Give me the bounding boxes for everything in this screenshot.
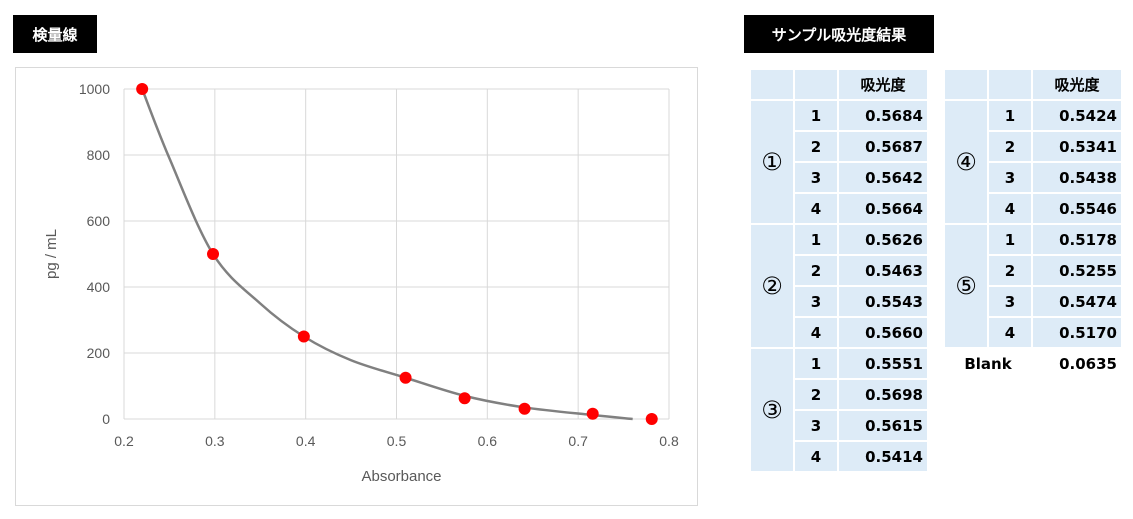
replicate-number: 1 bbox=[795, 225, 837, 254]
replicate-number: 3 bbox=[795, 287, 837, 316]
y-axis-label: pg / mL bbox=[43, 229, 60, 279]
data-point bbox=[586, 407, 599, 420]
calibration-chart: 0 200 400 600 800 1000 0.2 0.3 0.4 0.5 0.6 0.7 0.8 Ab… bbox=[43, 81, 679, 485]
replicate-number: 3 bbox=[795, 163, 837, 192]
table-header-absorbance: 吸光度 bbox=[839, 70, 927, 99]
absorbance-value: 0.5543 bbox=[839, 287, 927, 316]
blank-value: 0.0635 bbox=[1059, 354, 1117, 373]
absorbance-value: 0.5546 bbox=[1033, 194, 1121, 223]
absorbance-value: 0.5684 bbox=[839, 101, 927, 130]
absorbance-value: 0.5660 bbox=[839, 318, 927, 347]
y-tick-label: 1000 bbox=[79, 81, 110, 97]
replicate-number: 1 bbox=[795, 349, 837, 378]
y-tick-label: 200 bbox=[87, 345, 111, 361]
replicate-number: 2 bbox=[795, 256, 837, 285]
y-tick-label: 600 bbox=[87, 213, 111, 229]
sample-group-label: ③ bbox=[751, 349, 793, 471]
blank-label: Blank bbox=[964, 354, 1012, 373]
chart-title-label: 検量線 bbox=[13, 15, 97, 53]
replicate-number: 4 bbox=[989, 194, 1031, 223]
absorbance-value: 0.5424 bbox=[1033, 101, 1121, 130]
absorbance-value: 0.5664 bbox=[839, 194, 927, 223]
replicate-number: 1 bbox=[989, 101, 1031, 130]
replicate-number: 1 bbox=[989, 225, 1031, 254]
absorbance-value: 0.5626 bbox=[839, 225, 927, 254]
data-point bbox=[399, 371, 412, 384]
table-header-absorbance: 吸光度 bbox=[1033, 70, 1121, 99]
chart-frame: 0 200 400 600 800 1000 0.2 0.3 0.4 0.5 0.6 0.7 0.8 Ab… bbox=[15, 67, 698, 506]
table-header-corner bbox=[751, 70, 793, 99]
x-axis-label: Absorbance bbox=[361, 468, 441, 485]
y-tick-label: 0 bbox=[102, 411, 110, 427]
absorbance-value: 0.5698 bbox=[839, 380, 927, 409]
absorbance-value: 0.5642 bbox=[839, 163, 927, 192]
data-point bbox=[458, 392, 471, 405]
y-tick-label: 800 bbox=[87, 147, 111, 163]
data-point bbox=[136, 83, 149, 95]
sample-group-label: ⑤ bbox=[945, 225, 987, 347]
replicate-number: 3 bbox=[989, 287, 1031, 316]
absorbance-value: 0.5463 bbox=[839, 256, 927, 285]
data-point bbox=[207, 248, 220, 260]
replicate-number: 2 bbox=[989, 256, 1031, 285]
data-point bbox=[518, 402, 531, 415]
x-tick-label: 0.7 bbox=[568, 433, 588, 449]
absorbance-value: 0.5438 bbox=[1033, 163, 1121, 192]
sample-group-label: ① bbox=[751, 101, 793, 223]
replicate-number: 2 bbox=[795, 380, 837, 409]
y-tick-label: 400 bbox=[87, 279, 111, 295]
x-tick-label: 0.4 bbox=[296, 433, 316, 449]
replicate-number: 4 bbox=[795, 318, 837, 347]
absorbance-value: 0.5178 bbox=[1033, 225, 1121, 254]
x-tick-label: 0.6 bbox=[478, 433, 498, 449]
replicate-number: 4 bbox=[989, 318, 1031, 347]
absorbance-value: 0.5255 bbox=[1033, 256, 1121, 285]
absorbance-value: 0.5687 bbox=[839, 132, 927, 161]
data-point bbox=[297, 330, 310, 343]
replicate-number: 3 bbox=[989, 163, 1031, 192]
absorbance-value: 0.5341 bbox=[1033, 132, 1121, 161]
replicate-number: 4 bbox=[795, 442, 837, 471]
replicate-number: 1 bbox=[795, 101, 837, 130]
table-title-label: サンプル吸光度結果 bbox=[744, 15, 934, 53]
x-tick-label: 0.5 bbox=[387, 433, 407, 449]
data-point bbox=[645, 413, 658, 425]
x-tick-label: 0.8 bbox=[659, 433, 679, 449]
replicate-number: 4 bbox=[795, 194, 837, 223]
absorbance-value: 0.5414 bbox=[839, 442, 927, 471]
sample-group-label: ② bbox=[751, 225, 793, 347]
table-header-blank bbox=[989, 70, 1031, 99]
fit-curve bbox=[141, 88, 633, 421]
absorbance-value: 0.5170 bbox=[1033, 318, 1121, 347]
x-tick-label: 0.3 bbox=[205, 433, 225, 449]
sample-group-label: ④ bbox=[945, 101, 987, 223]
replicate-number: 2 bbox=[795, 132, 837, 161]
absorbance-value: 0.5551 bbox=[839, 349, 927, 378]
table-header-blank bbox=[795, 70, 837, 99]
x-tick-label: 0.2 bbox=[114, 433, 134, 449]
replicate-number: 3 bbox=[795, 411, 837, 440]
replicate-number: 2 bbox=[989, 132, 1031, 161]
absorbance-value: 0.5474 bbox=[1033, 287, 1121, 316]
table-header-corner bbox=[945, 70, 987, 99]
absorbance-value: 0.5615 bbox=[839, 411, 927, 440]
